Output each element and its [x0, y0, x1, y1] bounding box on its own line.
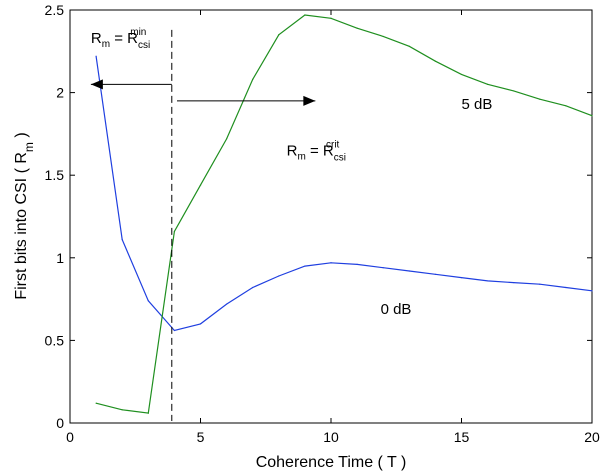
y-tick-label-2: 1 — [56, 250, 64, 266]
y-tick-label-5: 2.5 — [45, 2, 65, 18]
formula-min-csi-sub: csi — [138, 40, 150, 51]
point-0-2 — [147, 300, 149, 302]
plot-area-frame — [69, 9, 593, 424]
formula-rcsi-crit: Rm = Rcsi crit — [287, 139, 346, 163]
point-1-14 — [460, 73, 463, 76]
y-axis-title: First bits into CSI ( Rm ) — [13, 132, 36, 299]
point-1-12 — [408, 45, 410, 47]
y-axis-title-main: First bits into CSI ( R — [13, 152, 30, 300]
x-tick-label-1: 5 — [197, 429, 205, 445]
x-tick-label-4: 20 — [584, 429, 600, 445]
point-0-19 — [591, 290, 593, 292]
label-5db: 5 dB — [462, 96, 493, 113]
formula-crit-r: R — [287, 142, 298, 159]
x-tick-label-3: 15 — [454, 429, 470, 445]
point-1-3 — [173, 230, 175, 232]
point-1-5 — [226, 138, 228, 140]
point-0-4 — [199, 323, 202, 325]
point-0-12 — [408, 270, 410, 272]
point-1-17 — [539, 98, 541, 100]
point-0-1 — [121, 239, 123, 241]
y-axis-title-sub: m — [22, 142, 36, 152]
y-axis-title-close: ) — [13, 132, 30, 142]
y-tick-label-4: 2 — [56, 85, 64, 101]
y-tick-label-1: 0.5 — [45, 332, 65, 348]
point-0-10 — [356, 263, 358, 266]
x-tick-label-0: 0 — [66, 429, 74, 445]
formula-min-sup: min — [130, 27, 146, 38]
point-0-7 — [278, 275, 280, 277]
point-0-5 — [226, 303, 228, 305]
point-1-0 — [95, 402, 97, 404]
point-0-9 — [330, 262, 332, 264]
formula-crit-sup: crit — [326, 139, 340, 150]
x-tick-label-2: 10 — [323, 429, 339, 445]
arrow-right-head — [303, 95, 316, 106]
annotations-group: 5 dB 0 dB — [90, 29, 493, 421]
formula-min-r-sub: m — [102, 39, 110, 50]
point-0-17 — [539, 283, 541, 285]
point-1-19 — [591, 115, 593, 117]
series-line-5-db — [95, 14, 593, 414]
point-0-15 — [487, 280, 489, 282]
point-0-16 — [513, 281, 515, 284]
point-1-2 — [147, 412, 149, 414]
y-tick-label-0: 0 — [56, 415, 64, 431]
label-0db: 0 dB — [381, 301, 412, 318]
point-1-18 — [565, 105, 567, 107]
point-0-0 — [95, 55, 97, 57]
formula-min-eq: = R — [110, 30, 138, 47]
point-1-15 — [487, 83, 489, 85]
point-1-16 — [513, 90, 515, 92]
formula-min-r: R — [91, 30, 102, 47]
point-1-4 — [199, 184, 202, 186]
formula-crit-csi-sub: csi — [334, 152, 346, 163]
point-1-8 — [304, 14, 306, 16]
series-group — [95, 14, 593, 414]
point-1-10 — [356, 27, 358, 29]
arrow-left-head — [90, 79, 103, 90]
axis-ticks: 0 5 10 15 20 0 0.5 1 1.5 2 2.5 — [45, 2, 600, 445]
point-1-1 — [121, 409, 123, 411]
formula-crit-r-sub: m — [297, 151, 305, 162]
point-1-13 — [434, 60, 436, 62]
point-0-6 — [252, 286, 254, 289]
point-1-11 — [382, 35, 384, 38]
point-0-3 — [173, 329, 175, 332]
formula-crit-eq: = R — [306, 142, 334, 159]
point-0-11 — [382, 267, 384, 269]
point-0-13 — [434, 273, 436, 275]
point-0-14 — [460, 277, 463, 279]
point-1-9 — [330, 17, 332, 19]
point-1-6 — [252, 78, 254, 80]
point-0-8 — [304, 265, 306, 267]
point-0-18 — [565, 286, 567, 289]
series-line-0-db — [95, 56, 593, 332]
x-axis-title: Coherence Time ( T ) — [256, 454, 407, 471]
y-tick-label-3: 1.5 — [45, 167, 65, 183]
point-1-7 — [278, 34, 280, 36]
formula-rcsi-min: Rm = Rcsi min — [91, 27, 150, 51]
